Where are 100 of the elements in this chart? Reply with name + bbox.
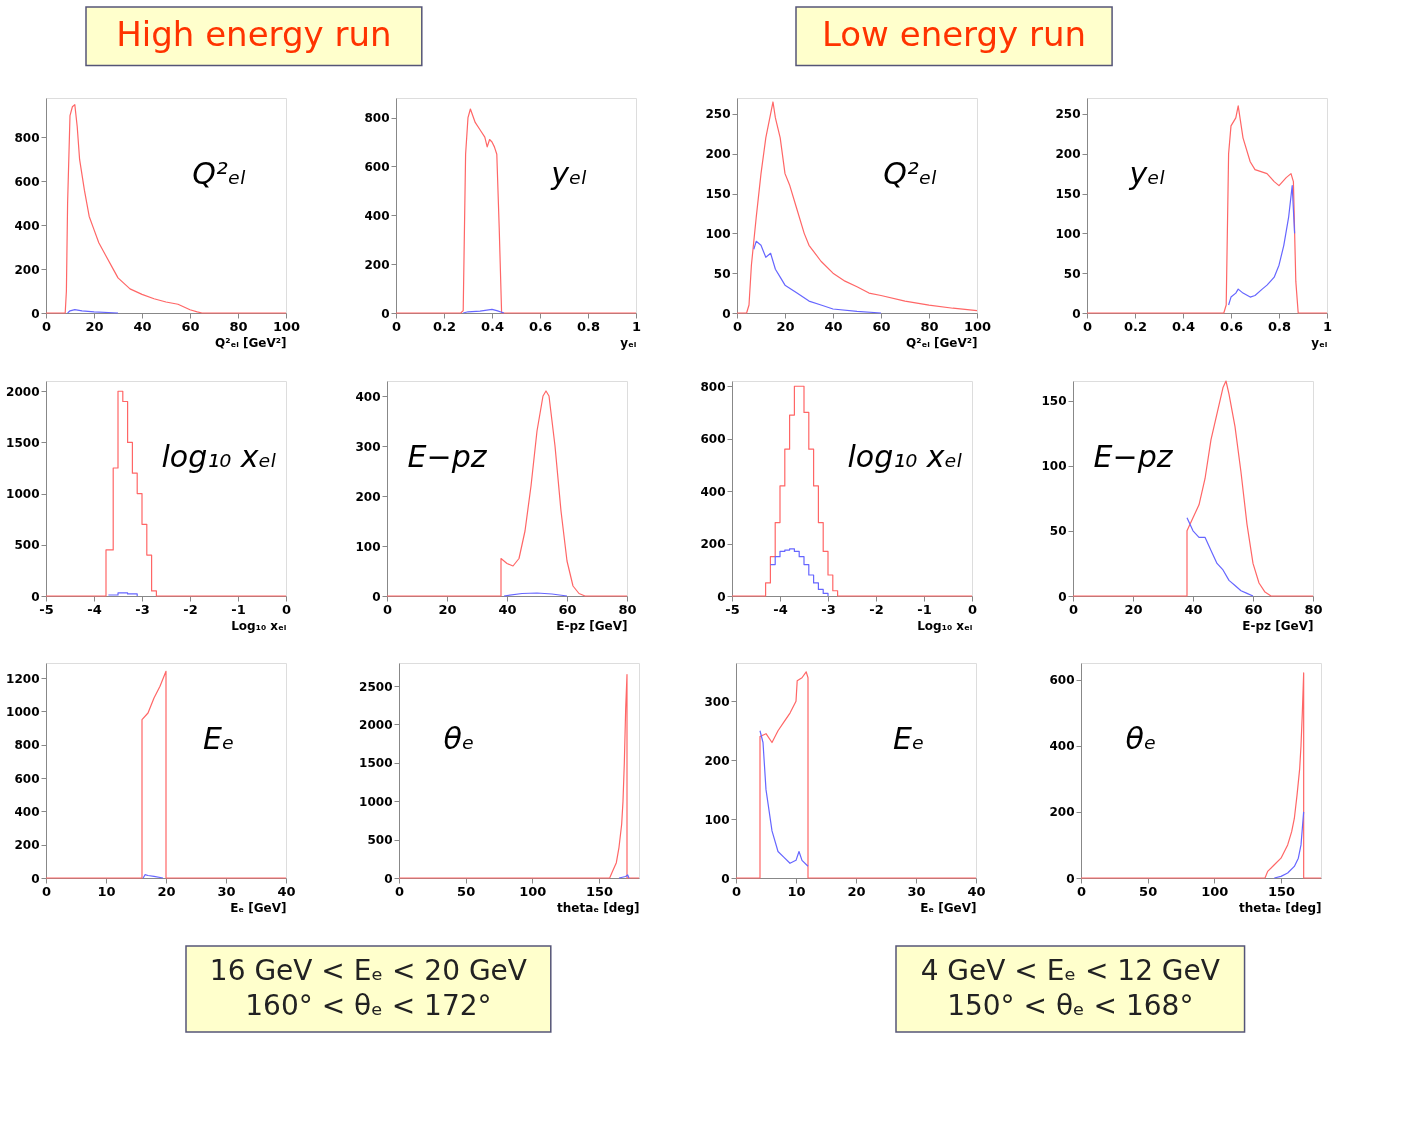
x-tick-label: 40: [1184, 601, 1203, 617]
x-tick-label: 10: [787, 883, 806, 899]
text: 4 GeV < Eₑ < 12 GeV: [920, 953, 1220, 987]
line-series: [1186, 517, 1254, 597]
x-tick-label: 0.6: [1219, 318, 1244, 334]
y-tick-label: 400: [14, 218, 40, 233]
x-tick-label: 100: [519, 883, 547, 899]
line-series: [1273, 811, 1305, 879]
annotation: Eₑ: [893, 721, 925, 757]
line-series: [753, 240, 882, 314]
x-tick-label: 50: [457, 883, 476, 899]
x-tick-label: 0: [394, 883, 405, 899]
y-tick-label: 0: [722, 306, 731, 321]
x-axis-title: E-pz [GeV]: [1242, 618, 1314, 633]
x-tick-label: 100: [272, 318, 301, 334]
x-tick-label: 80: [229, 318, 248, 334]
x-tick-label: 20: [85, 318, 104, 334]
x-tick-label: 60: [181, 318, 200, 334]
y-tick-label: 100: [1041, 459, 1067, 474]
annotation: Eₑ: [203, 721, 235, 757]
x-tick-label: 0: [281, 601, 292, 617]
y-tick-label: 100: [704, 812, 730, 827]
x-tick-label: 40: [133, 318, 152, 334]
x-tick-label: 50: [1139, 883, 1158, 899]
text: Low energy run: [821, 14, 1087, 55]
x-tick-label: 0.8: [1267, 318, 1292, 334]
x-tick-label: -1: [231, 601, 246, 617]
y-tick-label: 600: [1049, 673, 1075, 688]
y-tick-label: 0: [717, 589, 726, 604]
y-tick-label: 1500: [6, 435, 40, 450]
x-tick-label: 30: [907, 883, 926, 899]
y-tick-label: 0: [31, 306, 40, 321]
y-tick-label: 150: [705, 187, 731, 202]
y-tick-label: 400: [700, 484, 726, 499]
annotation: log₁₀ xₑₗ: [161, 439, 277, 475]
annotation: Q²ₑₗ: [192, 156, 246, 192]
y-tick-label: 200: [1055, 147, 1081, 162]
x-tick-label: 150: [585, 883, 614, 899]
x-axis-title: E-pz [GeV]: [556, 618, 628, 633]
x-tick-label: 0.4: [480, 318, 505, 334]
x-axis-title: Eₑ [GeV]: [920, 900, 977, 915]
x-tick-label: 0: [1082, 318, 1093, 334]
x-tick-label: 40: [277, 883, 296, 899]
x-axis-title: Q²ₑₗ [GeV²]: [905, 335, 978, 350]
y-tick-label: 250: [705, 107, 731, 122]
annotation: E−pz: [407, 439, 488, 475]
x-tick-label: 0: [731, 883, 742, 899]
y-tick-label: 800: [14, 738, 40, 753]
x-tick-label: 0.2: [1123, 318, 1148, 334]
x-tick-label: 100: [963, 318, 992, 334]
y-tick-label: 500: [14, 538, 40, 553]
x-tick-label: -4: [87, 601, 102, 617]
y-tick-label: 1200: [6, 671, 40, 686]
y-tick-label: 0: [372, 589, 381, 604]
x-tick-label: 40: [498, 601, 517, 617]
x-tick-label: 30: [217, 883, 236, 899]
y-tick-label: 150: [1055, 187, 1081, 202]
x-axis-title: Eₑ [GeV]: [230, 900, 287, 915]
y-tick-label: 800: [14, 130, 40, 145]
annotation: yₑₗ: [1128, 156, 1165, 192]
text: 160° < θₑ < 172°: [245, 988, 492, 1022]
y-tick-label: 400: [1049, 739, 1075, 754]
x-tick-label: -5: [39, 601, 54, 617]
y-tick-label: 0: [384, 871, 393, 886]
x-tick-label: 80: [618, 601, 637, 617]
y-tick-label: 0: [1072, 306, 1081, 321]
y-tick-label: 1500: [359, 756, 393, 771]
x-tick-label: 0.8: [576, 318, 601, 334]
x-tick-label: 20: [847, 883, 866, 899]
y-tick-label: 200: [355, 489, 381, 504]
y-tick-label: 800: [700, 379, 726, 394]
x-tick-label: 0: [967, 601, 978, 617]
y-tick-label: 200: [704, 753, 730, 768]
x-tick-label: -2: [183, 601, 198, 617]
y-tick-label: 100: [355, 539, 381, 554]
x-tick-label: 150: [1267, 883, 1296, 899]
x-tick-label: -3: [135, 601, 150, 617]
x-tick-label: -4: [773, 601, 788, 617]
y-tick-label: 200: [14, 838, 40, 853]
y-tick-label: 300: [704, 694, 730, 709]
annotation: Q²ₑₗ: [883, 156, 937, 192]
text: High energy run: [116, 14, 392, 55]
x-tick-label: 0: [41, 318, 52, 334]
y-tick-label: 1000: [359, 794, 393, 809]
y-tick-label: 0: [1058, 589, 1067, 604]
y-tick-label: 50: [1063, 266, 1081, 281]
x-tick-label: 40: [824, 318, 843, 334]
text: 150° < θₑ < 168°: [947, 988, 1194, 1022]
line-series: [1228, 184, 1296, 306]
x-tick-label: -3: [821, 601, 836, 617]
x-tick-label: 0: [732, 318, 743, 334]
x-axis-title: thetaₑ [deg]: [1239, 900, 1322, 915]
annotation: yₑₗ: [550, 156, 587, 192]
x-tick-label: 60: [558, 601, 577, 617]
x-tick-label: 60: [1244, 601, 1263, 617]
y-tick-label: 50: [713, 266, 731, 281]
y-tick-label: 200: [14, 262, 40, 277]
y-tick-label: 0: [31, 589, 40, 604]
x-tick-label: 60: [872, 318, 891, 334]
y-tick-label: 250: [1055, 107, 1081, 122]
